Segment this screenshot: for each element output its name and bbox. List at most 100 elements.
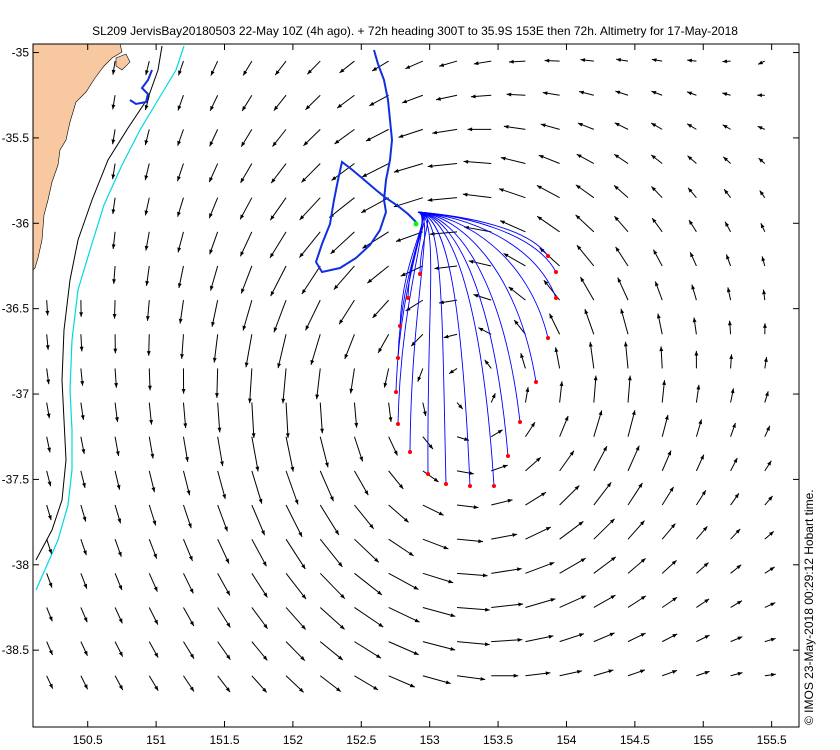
current-arrow	[319, 538, 343, 568]
current-arrowhead	[433, 477, 439, 482]
current-arrowhead	[144, 105, 149, 110]
current-arrowhead	[696, 384, 701, 390]
current-arrowhead	[445, 680, 451, 685]
current-arrowhead	[651, 91, 657, 95]
current-arrowhead	[468, 259, 474, 264]
current-arrowhead	[144, 140, 149, 146]
current-arrow	[319, 572, 346, 600]
current-arrowhead	[393, 168, 399, 173]
current-arrowhead	[427, 197, 433, 202]
x-tick-label: 154.5	[620, 733, 650, 747]
current-arrowhead	[402, 99, 408, 104]
current-arrowhead	[598, 410, 603, 416]
current-arrowhead	[336, 687, 341, 692]
current-arrowhead	[307, 69, 312, 75]
current-arrowhead	[484, 642, 490, 647]
current-arrowhead	[299, 252, 304, 258]
current-arrowhead	[463, 159, 469, 164]
current-arrowhead	[262, 687, 267, 693]
current-arrowhead	[365, 137, 371, 142]
current-arrowhead	[638, 482, 643, 488]
current-arrowhead	[47, 481, 52, 487]
current-arrowhead	[769, 566, 775, 572]
current-arrow	[285, 402, 289, 438]
current-arrowhead	[427, 164, 433, 169]
current-arrowhead	[242, 105, 247, 111]
current-arrowhead	[377, 590, 382, 595]
current-arrowhead	[770, 672, 776, 677]
current-arrowhead	[473, 61, 479, 66]
current-arrow	[328, 197, 355, 218]
current-arrowhead	[225, 558, 229, 564]
y-tick-label: -37	[12, 387, 30, 401]
current-arrowhead	[651, 123, 657, 128]
current-arrowhead	[226, 654, 231, 660]
current-arrowhead	[484, 359, 490, 365]
current-arrowhead	[735, 528, 741, 534]
forecast-end-point	[492, 484, 496, 488]
current-arrowhead	[334, 139, 340, 144]
current-arrowhead	[369, 523, 374, 529]
current-arrowhead	[153, 553, 157, 559]
current-arrow	[393, 163, 423, 173]
current-arrow	[285, 470, 299, 505]
headland	[115, 53, 131, 71]
current-arrowhead	[117, 551, 122, 557]
current-arrow	[217, 504, 228, 532]
current-arrow	[217, 470, 226, 500]
current-arrow	[245, 334, 253, 368]
y-tick-label: -35.5	[2, 131, 30, 145]
x-tick-label: 154	[556, 733, 576, 747]
current-arrowhead	[144, 210, 149, 216]
current-arrow	[240, 265, 253, 294]
current-arrowhead	[652, 218, 657, 223]
current-arrowhead	[83, 617, 88, 623]
current-arrowhead	[226, 622, 231, 628]
current-arrowhead	[541, 492, 546, 497]
current-arrowhead	[111, 174, 116, 180]
current-arrow	[305, 299, 321, 331]
current-arrowhead	[299, 215, 305, 220]
current-arrow	[299, 197, 321, 221]
current-arrowhead	[651, 154, 656, 160]
current-arrowhead	[383, 382, 388, 388]
current-arrowhead	[687, 123, 693, 128]
current-arrow	[427, 163, 458, 168]
current-arrowhead	[364, 490, 369, 496]
current-arrowhead	[209, 177, 213, 183]
current-arrowhead	[177, 211, 181, 217]
current-arrowhead	[212, 357, 217, 363]
current-arrowhead	[395, 238, 401, 242]
current-arrowhead	[361, 208, 367, 213]
current-arrow	[559, 521, 584, 540]
current-arrowhead	[118, 685, 123, 690]
current-arrowhead	[500, 156, 506, 161]
current-arrowhead	[210, 70, 215, 76]
forecast-end-point	[554, 270, 558, 274]
current-arrow	[456, 606, 490, 611]
current-arrowhead	[651, 58, 657, 63]
current-arrow	[354, 641, 382, 659]
current-arrowhead	[448, 579, 454, 584]
current-arrowhead	[690, 252, 694, 258]
current-arrowhead	[687, 155, 693, 161]
current-arrowhead	[635, 445, 640, 451]
forecast-path	[417, 211, 557, 299]
current-arrowhead	[409, 683, 415, 688]
current-arrowhead	[575, 214, 581, 220]
current-arrowhead	[118, 585, 122, 591]
current-arrow	[333, 265, 355, 290]
current-arrowhead	[303, 141, 309, 146]
current-arrowhead	[298, 687, 304, 693]
current-arrowhead	[144, 245, 149, 251]
current-arrowhead	[761, 256, 766, 262]
current-arrowhead	[662, 380, 666, 385]
current-arrowhead	[506, 92, 512, 97]
forecast-end-point	[396, 422, 400, 426]
y-tick-label: -35	[12, 46, 30, 60]
current-arrowhead	[186, 490, 191, 496]
current-arrowhead	[672, 597, 678, 602]
current-arrowhead	[462, 192, 468, 197]
forecast-path	[417, 211, 557, 273]
current-arrowhead	[759, 190, 764, 196]
